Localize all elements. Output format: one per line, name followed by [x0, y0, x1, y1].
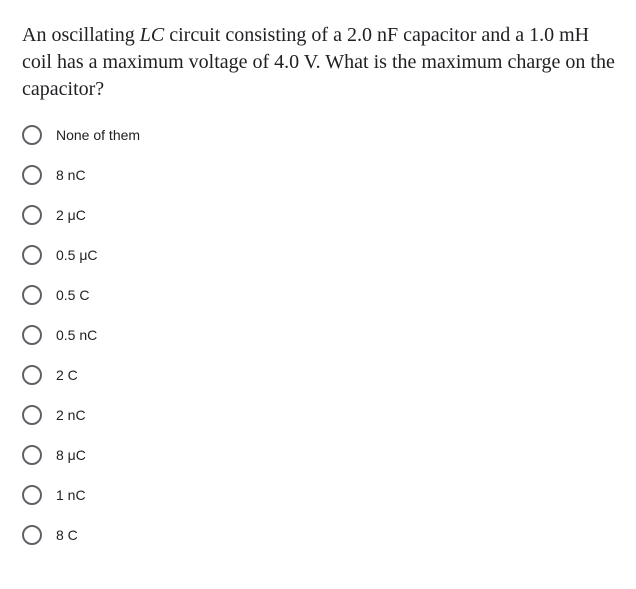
radio-icon — [22, 445, 42, 465]
radio-icon — [22, 485, 42, 505]
option-8[interactable]: 8 μC — [22, 445, 636, 465]
radio-icon — [22, 525, 42, 545]
radio-icon — [22, 405, 42, 425]
option-10[interactable]: 8 C — [22, 525, 636, 545]
radio-icon — [22, 245, 42, 265]
option-label: 2 C — [56, 367, 78, 383]
option-3[interactable]: 0.5 μC — [22, 245, 636, 265]
option-label: 0.5 nC — [56, 327, 97, 343]
radio-icon — [22, 325, 42, 345]
question-part-1: An oscillating — [22, 24, 140, 46]
question-italic: LC — [140, 24, 164, 46]
option-5[interactable]: 0.5 nC — [22, 325, 636, 345]
option-label: None of them — [56, 127, 140, 143]
options-list: None of them 8 nC 2 μC 0.5 μC 0.5 C 0.5 … — [22, 125, 636, 545]
option-0[interactable]: None of them — [22, 125, 636, 145]
option-2[interactable]: 2 μC — [22, 205, 636, 225]
option-label: 8 C — [56, 527, 78, 543]
option-4[interactable]: 0.5 C — [22, 285, 636, 305]
option-label: 8 nC — [56, 167, 86, 183]
radio-icon — [22, 125, 42, 145]
option-6[interactable]: 2 C — [22, 365, 636, 385]
option-label: 2 nC — [56, 407, 86, 423]
radio-icon — [22, 205, 42, 225]
option-label: 8 μC — [56, 447, 86, 463]
radio-icon — [22, 165, 42, 185]
option-7[interactable]: 2 nC — [22, 405, 636, 425]
option-label: 0.5 C — [56, 287, 89, 303]
option-9[interactable]: 1 nC — [22, 485, 636, 505]
question-text: An oscillating LC circuit consisting of … — [22, 22, 636, 103]
option-label: 2 μC — [56, 207, 86, 223]
radio-icon — [22, 365, 42, 385]
option-label: 0.5 μC — [56, 247, 98, 263]
radio-icon — [22, 285, 42, 305]
option-label: 1 nC — [56, 487, 86, 503]
option-1[interactable]: 8 nC — [22, 165, 636, 185]
